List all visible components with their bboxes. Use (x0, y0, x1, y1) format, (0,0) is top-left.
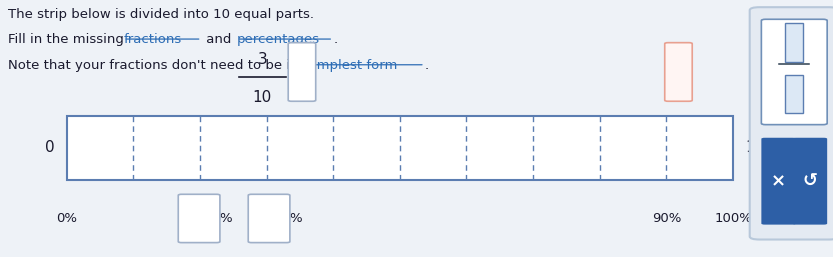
Bar (785, 75, 803, 113)
Text: and: and (202, 33, 235, 47)
FancyBboxPatch shape (793, 138, 827, 225)
Text: 0: 0 (44, 140, 54, 155)
Text: Note that your fractions don't need to be in: Note that your fractions don't need to b… (8, 59, 303, 72)
Text: fractions: fractions (123, 33, 182, 47)
FancyBboxPatch shape (665, 43, 692, 101)
Text: 90%: 90% (651, 212, 681, 225)
Bar (67, 116, 733, 180)
Text: percentages: percentages (237, 33, 320, 47)
Text: 1: 1 (746, 140, 756, 155)
Text: The strip below is divided into 10 equal parts.: The strip below is divided into 10 equal… (8, 8, 314, 21)
FancyBboxPatch shape (761, 19, 827, 125)
Text: 0%: 0% (56, 212, 77, 225)
FancyBboxPatch shape (178, 194, 220, 243)
Text: ×: × (771, 172, 786, 190)
Text: .: . (333, 33, 337, 47)
Text: ↺: ↺ (802, 172, 817, 190)
Text: %: % (219, 212, 232, 225)
Text: 10: 10 (252, 90, 272, 105)
Text: 100%: 100% (714, 212, 752, 225)
Text: .: . (425, 59, 429, 72)
Text: simplest form: simplest form (306, 59, 397, 72)
FancyBboxPatch shape (761, 138, 796, 225)
Text: Fill in the missing: Fill in the missing (8, 33, 128, 47)
Text: %: % (289, 212, 302, 225)
Text: 3: 3 (257, 52, 267, 67)
Bar (785, 23, 803, 62)
FancyBboxPatch shape (750, 7, 833, 240)
FancyBboxPatch shape (288, 43, 316, 101)
FancyBboxPatch shape (248, 194, 290, 243)
